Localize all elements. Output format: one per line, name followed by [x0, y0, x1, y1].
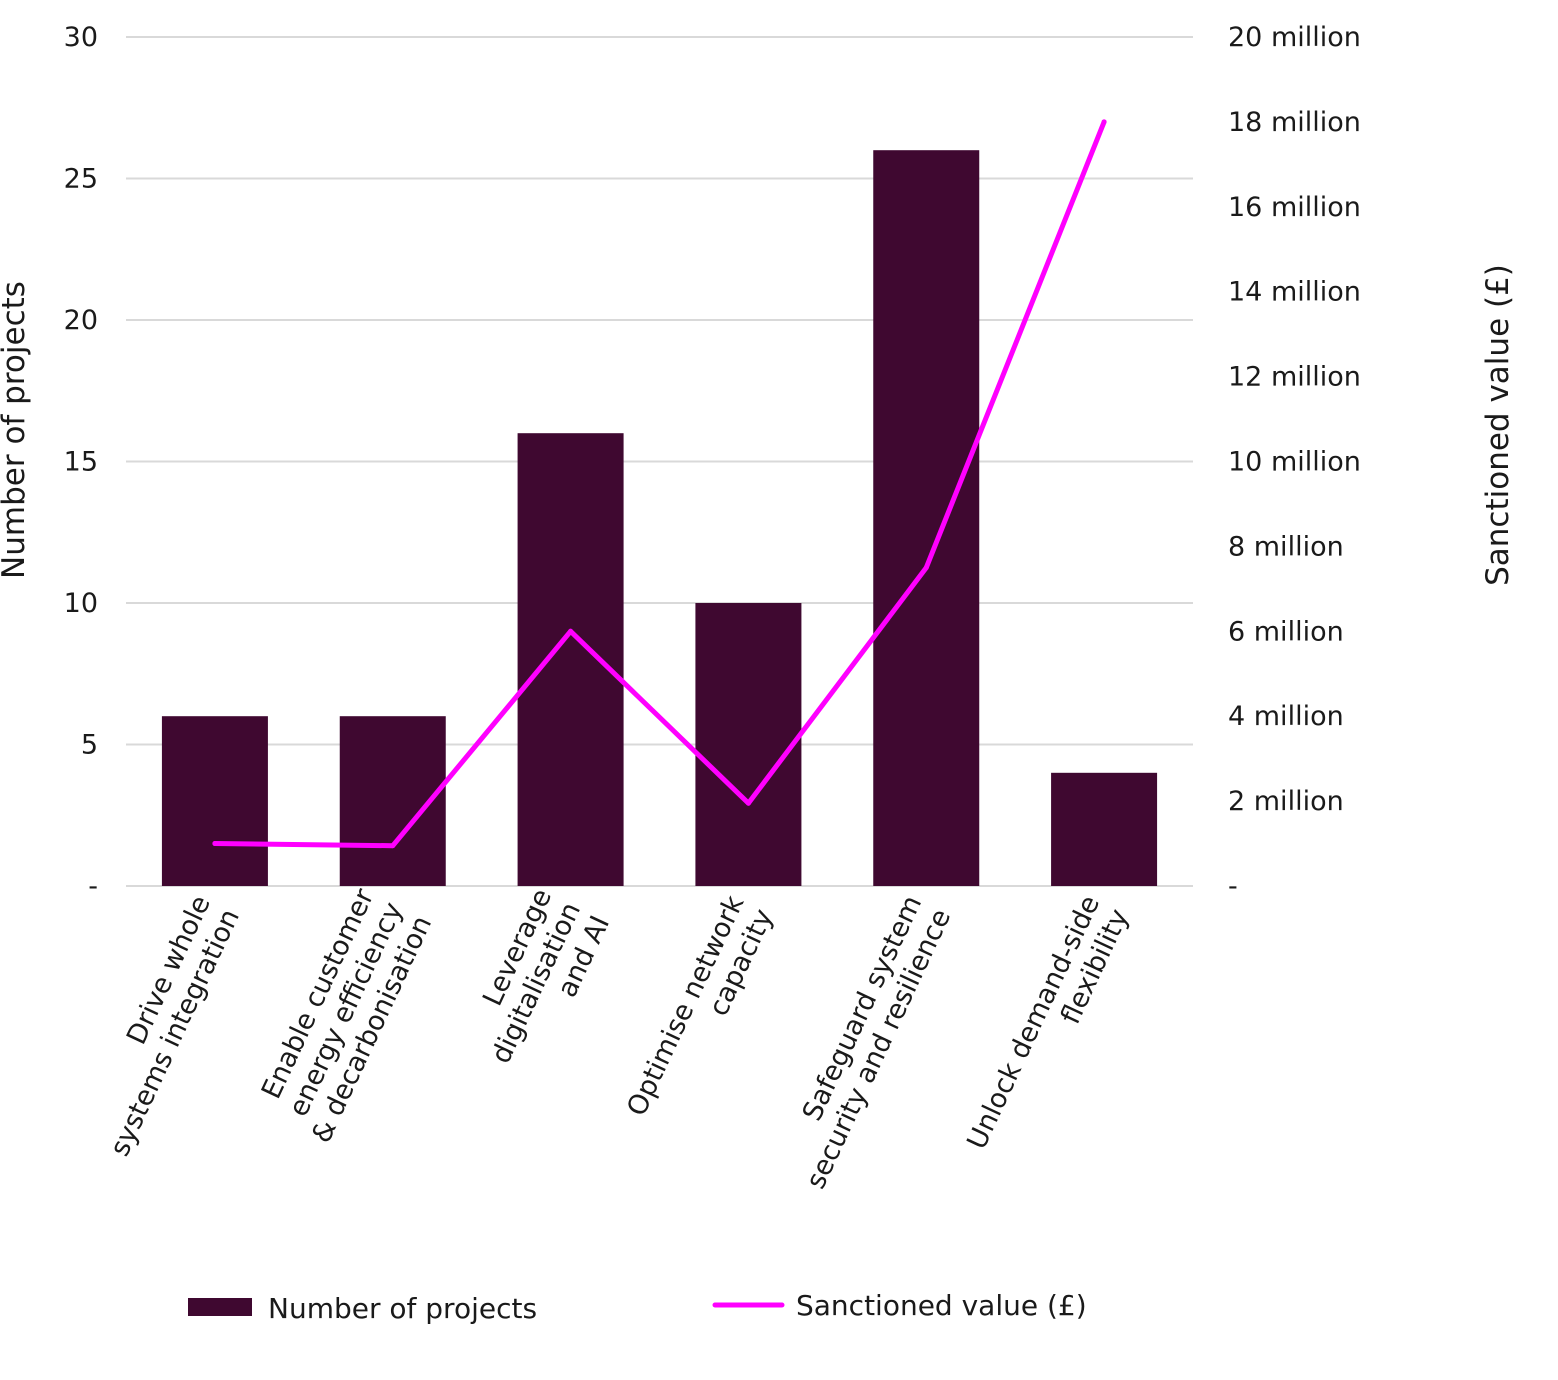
right-tick-label: 2 million — [1228, 786, 1344, 817]
right-axis-ticks: - 2 million 4 million 6 million 8 million 10 … — [1228, 22, 1361, 902]
left-axis-title: Number of projects — [0, 281, 32, 579]
right-tick-label: 20 million — [1228, 22, 1361, 53]
right-tick-label: 18 million — [1228, 107, 1361, 138]
line-point — [745, 800, 751, 806]
left-tick-label: 25 — [64, 164, 98, 195]
line-point — [212, 841, 218, 847]
line-point — [568, 628, 574, 634]
legend: Number of projects Sanctioned value (£) — [188, 1289, 1087, 1325]
left-tick-label: - — [88, 871, 98, 902]
left-tick-label: 5 — [81, 730, 98, 761]
right-axis-title: Sanctioned value (£) — [1480, 264, 1516, 586]
bar — [695, 603, 802, 886]
line-series — [212, 119, 1107, 849]
right-tick-label: 10 million — [1228, 447, 1361, 478]
left-tick-label: 10 — [64, 588, 98, 619]
left-axis-ticks: - 5 10 15 20 25 30 — [64, 22, 98, 902]
right-tick-label: 6 million — [1228, 616, 1344, 647]
right-tick-label: 16 million — [1228, 192, 1361, 223]
line-point — [390, 843, 396, 849]
line-point — [923, 565, 929, 571]
legend-swatch-bars — [188, 1298, 252, 1316]
left-tick-label: 15 — [64, 447, 98, 478]
line-point — [1101, 119, 1107, 125]
legend-label-line: Sanctioned value (£) — [796, 1289, 1087, 1322]
right-tick-label: 8 million — [1228, 531, 1344, 562]
right-tick-label: 4 million — [1228, 701, 1344, 732]
legend-label-bars: Number of projects — [268, 1292, 537, 1325]
right-tick-label: 14 million — [1228, 277, 1361, 308]
right-tick-label: - — [1228, 871, 1238, 902]
bar-series — [161, 150, 1158, 886]
right-tick-label: 12 million — [1228, 362, 1361, 393]
left-tick-label: 20 — [64, 305, 98, 336]
bar — [873, 150, 980, 886]
series-line — [212, 119, 1107, 849]
gridlines — [126, 36, 1193, 887]
left-tick-label: 30 — [64, 22, 98, 53]
bar — [1051, 772, 1158, 886]
bar — [517, 433, 624, 886]
bar — [161, 716, 268, 886]
